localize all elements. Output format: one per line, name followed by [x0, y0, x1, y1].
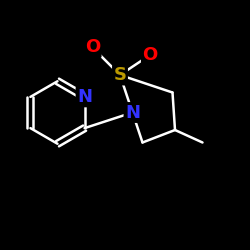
- Text: S: S: [114, 66, 126, 84]
- Text: O: O: [85, 38, 100, 56]
- Text: N: N: [77, 88, 92, 106]
- Text: N: N: [125, 104, 140, 122]
- Text: O: O: [142, 46, 158, 64]
